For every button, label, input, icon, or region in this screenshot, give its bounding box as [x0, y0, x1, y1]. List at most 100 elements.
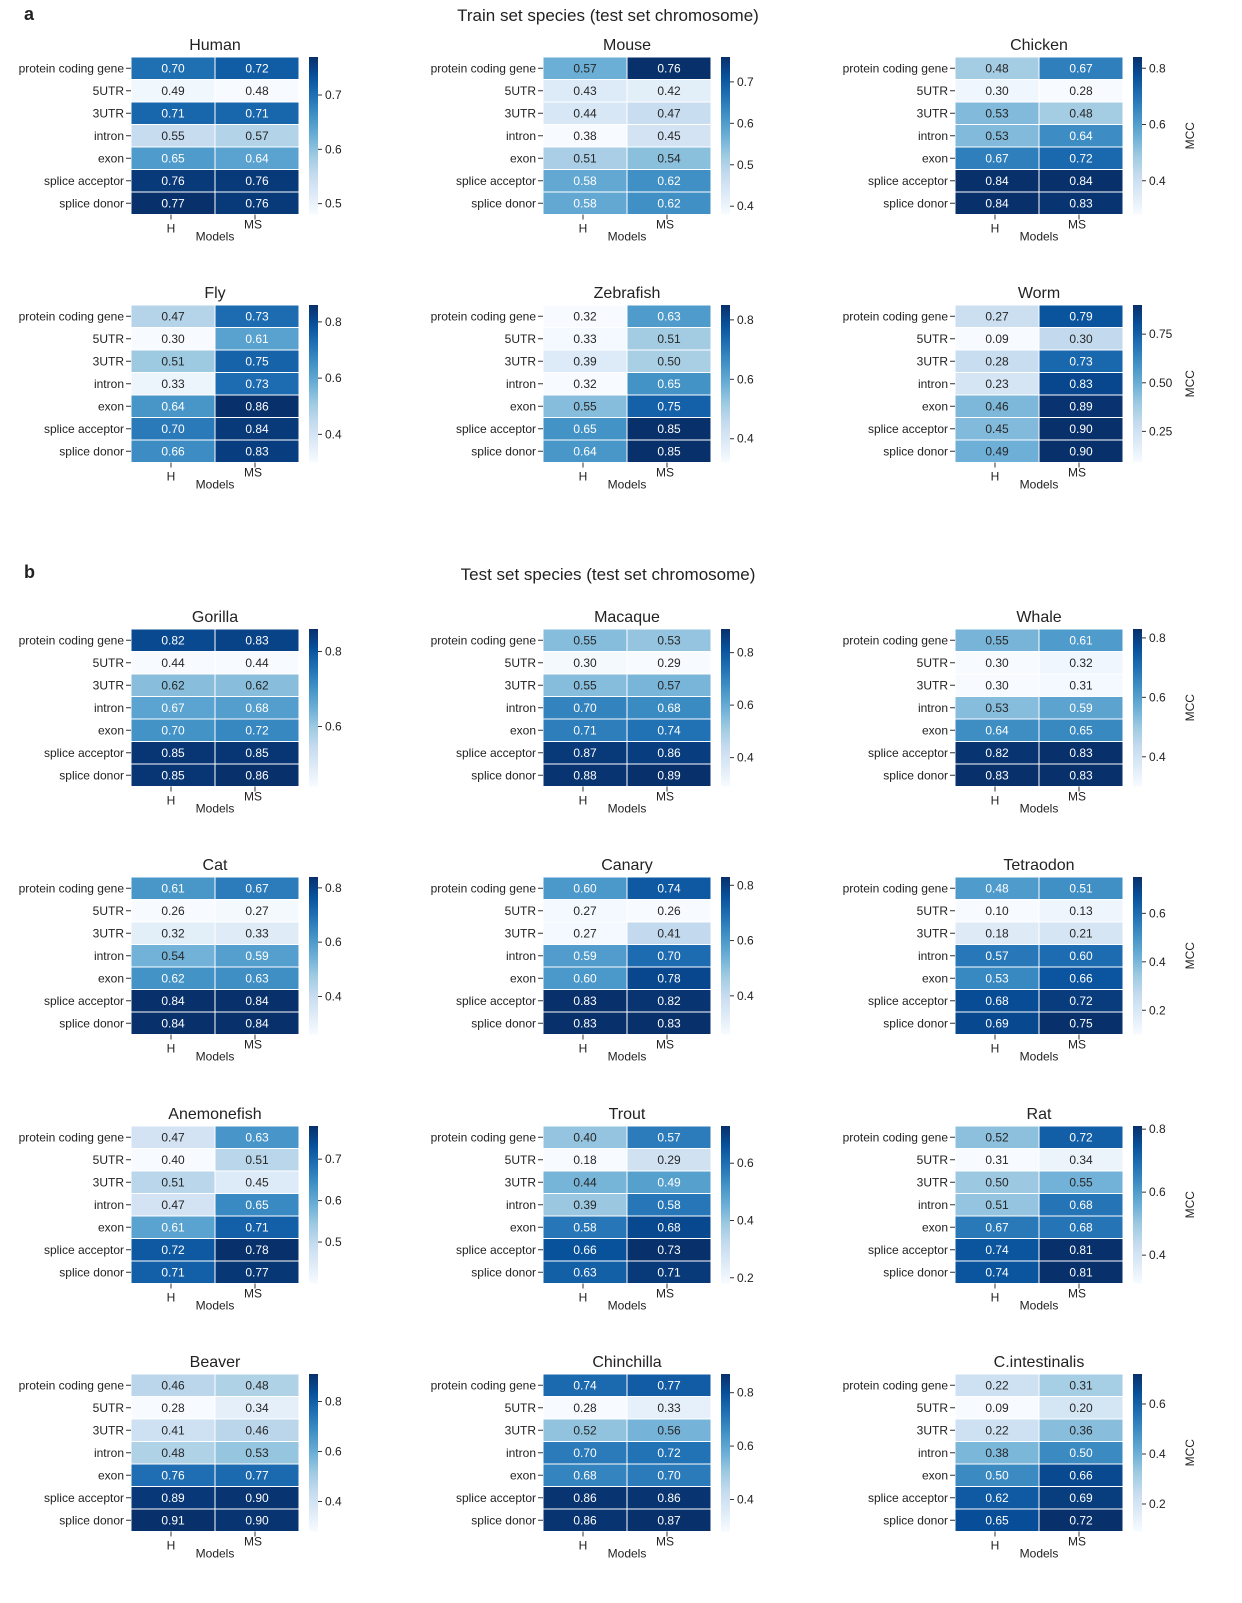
- row-label: 3UTR: [505, 1175, 537, 1189]
- row-label: splice donor: [883, 1016, 948, 1030]
- colorbar-tick-label: 0.6: [737, 372, 754, 386]
- column-label: H: [579, 1042, 588, 1056]
- colorbar: [309, 57, 318, 215]
- cell-value-label: 0.62: [657, 174, 681, 188]
- colorbar-tick-label: 0.5: [325, 1235, 342, 1249]
- row-label: splice acceptor: [456, 422, 536, 436]
- row-label: protein coding gene: [431, 1378, 537, 1392]
- row-label: splice donor: [59, 1513, 124, 1527]
- cell-value-label: 0.31: [1069, 1378, 1093, 1392]
- cell-value-label: 0.71: [573, 723, 597, 737]
- colorbar-label: MCC: [1183, 694, 1197, 722]
- cell-value-label: 0.32: [573, 309, 597, 323]
- heatmap-title: Worm: [1018, 285, 1060, 302]
- colorbar: [721, 57, 730, 215]
- row-label: exon: [510, 151, 536, 165]
- cell-value-label: 0.90: [245, 1513, 269, 1527]
- colorbar-tick-label: 0.4: [325, 1495, 342, 1509]
- cell-value-label: 0.33: [161, 377, 185, 391]
- heatmap-svg: Cat 0.61 0.67 0.26 0.27 0.32 0.33 0.54 0.59 0.62 0…: [19, 857, 342, 1064]
- row-label: 3UTR: [505, 354, 537, 368]
- cell-value-label: 0.77: [245, 1265, 269, 1279]
- cell-value-label: 0.64: [573, 444, 597, 458]
- cell-value-label: 0.72: [1069, 1513, 1093, 1527]
- cell-value-label: 0.76: [161, 174, 185, 188]
- row-label: splice donor: [59, 1016, 124, 1030]
- column-label: MS: [656, 218, 674, 232]
- heatmap-svg: Zebrafish 0.32 0.63 0.33 0.51 0.39 0.50 0.32 0.6…: [431, 285, 754, 492]
- x-axis-label: Models: [1020, 1050, 1059, 1064]
- cell-value-label: 0.68: [1069, 1220, 1093, 1234]
- cell-value-label: 0.32: [1069, 656, 1093, 670]
- cell-value-label: 0.77: [245, 1468, 269, 1482]
- cell-value-label: 0.68: [573, 1468, 597, 1482]
- colorbar-tick-label: 0.50: [1149, 376, 1173, 390]
- colorbar-tick-label: 0.75: [1149, 327, 1173, 341]
- x-axis-label: Models: [196, 478, 235, 492]
- cell-value-label: 0.34: [1069, 1153, 1093, 1167]
- cell-value-label: 0.27: [245, 904, 269, 918]
- heatmap-cell: [626, 191, 712, 215]
- cell-value-label: 0.78: [657, 971, 681, 985]
- row-label: intron: [918, 1446, 948, 1460]
- colorbar-tick-label: 0.4: [737, 432, 754, 446]
- cell-value-label: 0.59: [245, 949, 269, 963]
- heatmap-svg: Human 0.70 0.72 0.49 0.48 0.71 0.71 0.55 0.57 0.6…: [19, 37, 342, 244]
- column-label: MS: [244, 1038, 262, 1052]
- cell-value-label: 0.70: [657, 949, 681, 963]
- cell-value-label: 0.83: [245, 444, 269, 458]
- cell-value-label: 0.45: [985, 422, 1009, 436]
- colorbar-tick-label: 0.4: [325, 427, 342, 441]
- row-label: intron: [506, 1446, 536, 1460]
- cell-value-label: 0.63: [573, 1265, 597, 1279]
- heatmap-trout: Trout 0.40 0.57 0.18 0.29 0.44 0.49 0.39 0.58 0.5…: [412, 1105, 822, 1355]
- cell-value-label: 0.30: [985, 656, 1009, 670]
- colorbar: [1133, 1126, 1142, 1284]
- x-axis-label: Models: [608, 1299, 647, 1313]
- colorbar-tick-label: 0.8: [325, 881, 342, 895]
- cell-value-label: 0.84: [245, 994, 269, 1008]
- colorbar: [1133, 305, 1142, 463]
- cell-value-label: 0.29: [657, 1153, 681, 1167]
- column-label: H: [579, 794, 588, 808]
- heatmap-svg: Canary 0.60 0.74 0.27 0.26 0.27 0.41 0.59 0.70 0.…: [431, 857, 754, 1064]
- column-label: H: [991, 794, 1000, 808]
- cell-value-label: 0.84: [985, 196, 1009, 210]
- colorbar: [1133, 877, 1142, 1035]
- row-label: intron: [94, 1198, 124, 1212]
- cell-value-label: 0.67: [985, 151, 1009, 165]
- colorbar-tick-label: 0.6: [1149, 1185, 1166, 1199]
- heatmap-title: Chicken: [1010, 37, 1068, 54]
- cell-value-label: 0.76: [245, 196, 269, 210]
- heatmap-cell: [214, 439, 300, 463]
- cell-value-label: 0.44: [161, 656, 185, 670]
- cell-value-label: 0.62: [657, 196, 681, 210]
- cell-value-label: 0.33: [245, 926, 269, 940]
- column-label: MS: [1068, 218, 1086, 232]
- cell-value-label: 0.49: [161, 84, 185, 98]
- cell-value-label: 0.59: [1069, 701, 1093, 715]
- cell-value-label: 0.82: [657, 994, 681, 1008]
- heatmap-svg: Macaque 0.55 0.53 0.30 0.29 0.55 0.57 0.70 0.68 0…: [431, 609, 754, 816]
- column-label: MS: [656, 1038, 674, 1052]
- heatmap-cell: [214, 1508, 300, 1532]
- row-label: protein coding gene: [843, 881, 949, 895]
- heatmap-svg: Anemonefish 0.47 0.63 0.40 0.51 0.51 0.45 0.47 0…: [19, 1106, 342, 1313]
- row-label: 3UTR: [93, 106, 125, 120]
- row-label: splice donor: [883, 1513, 948, 1527]
- cell-value-label: 0.82: [161, 633, 185, 647]
- colorbar-tick-label: 0.8: [1149, 1122, 1166, 1136]
- cell-value-label: 0.33: [573, 332, 597, 346]
- heatmap-svg: Mouse 0.57 0.76 0.43 0.42 0.44 0.47 0.38 0.45 0.5…: [431, 37, 754, 244]
- heatmap-svg: Worm 0.27 0.79 0.09 0.30 0.28 0.73 0.23 0.83 0.46…: [843, 285, 1197, 492]
- cell-value-label: 0.62: [161, 971, 185, 985]
- colorbar-tick-label: 0.2: [1149, 1003, 1166, 1017]
- cell-value-label: 0.77: [657, 1378, 681, 1392]
- cell-value-label: 0.71: [657, 1265, 681, 1279]
- row-label: splice donor: [883, 768, 948, 782]
- colorbar-label: MCC: [1183, 942, 1197, 970]
- cell-value-label: 0.28: [573, 1401, 597, 1415]
- cell-value-label: 0.83: [1069, 377, 1093, 391]
- column-label: MS: [656, 790, 674, 804]
- cell-value-label: 0.86: [245, 399, 269, 413]
